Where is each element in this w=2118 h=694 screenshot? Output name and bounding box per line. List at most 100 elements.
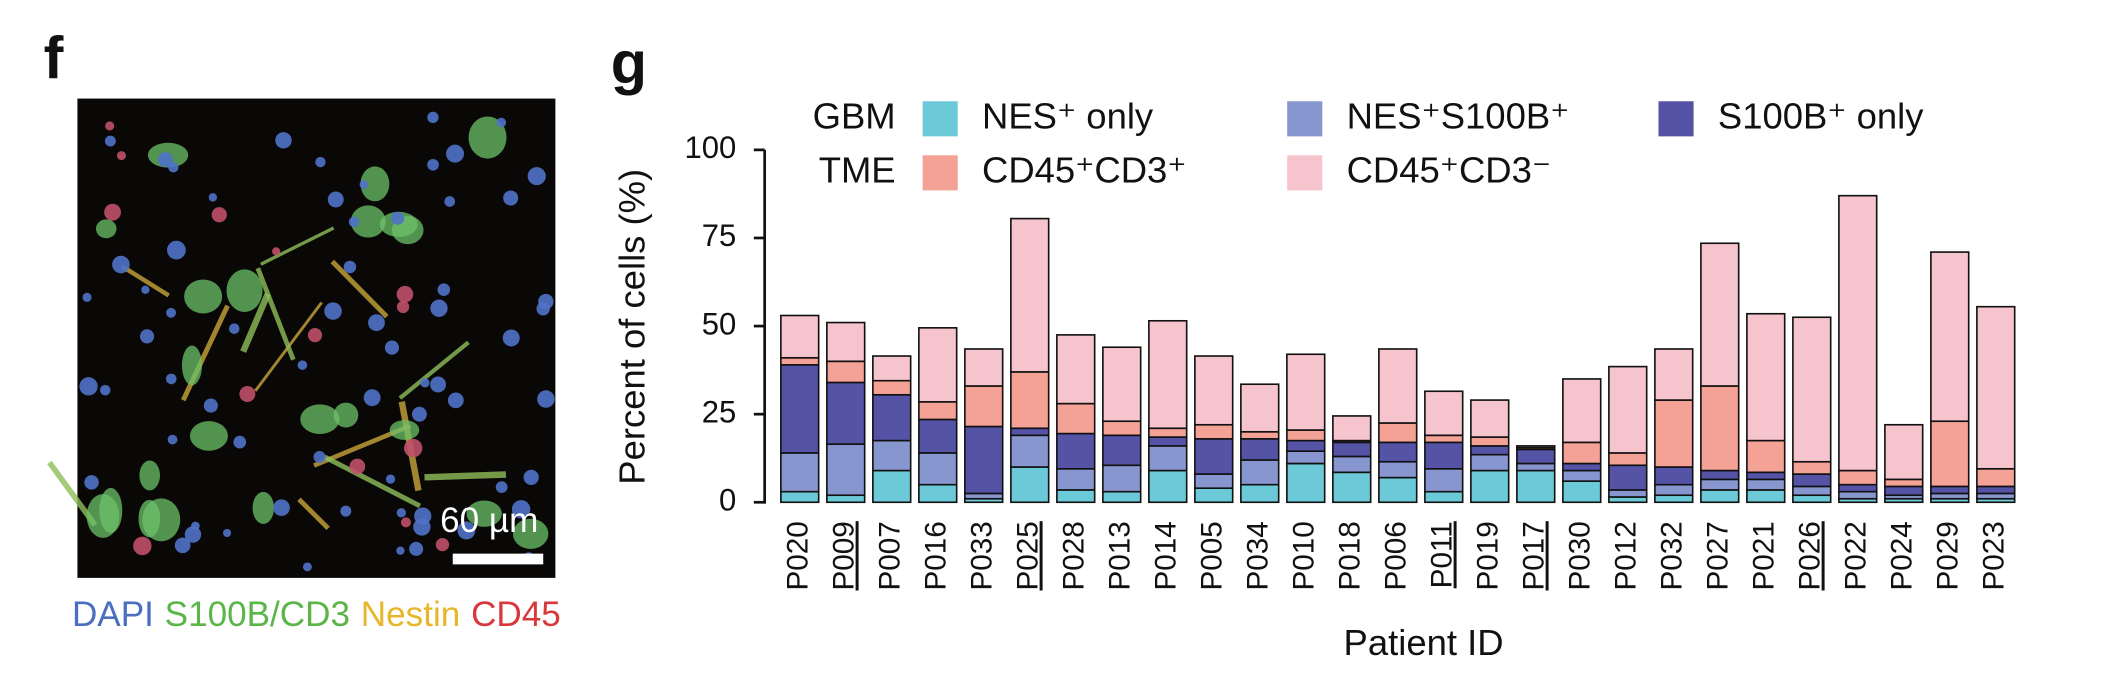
panel-label: g bbox=[611, 29, 647, 96]
legend-label: S100B⁺ only bbox=[1718, 95, 1924, 136]
nucleus bbox=[239, 385, 256, 403]
x-tick-label: P009 bbox=[828, 521, 861, 590]
nucleus bbox=[411, 406, 427, 422]
x-tick-label: P012 bbox=[1610, 521, 1643, 590]
bar-segment bbox=[1378, 476, 1418, 504]
bar-segment bbox=[1102, 490, 1142, 504]
fiber bbox=[240, 292, 271, 353]
cell bbox=[468, 116, 507, 159]
x-tick-label: P029 bbox=[1932, 521, 1965, 590]
x-tick-label: P018 bbox=[1334, 521, 1367, 590]
bar-segment bbox=[872, 379, 912, 396]
bar-segment bbox=[780, 356, 820, 366]
bar-segment bbox=[918, 452, 958, 486]
bar-segment bbox=[1608, 489, 1648, 498]
x-axis-title: Patient ID bbox=[1344, 622, 1504, 663]
nucleus bbox=[174, 537, 191, 554]
bar-segment bbox=[1424, 467, 1464, 493]
bar-segment bbox=[1792, 473, 1832, 488]
cell bbox=[181, 345, 203, 386]
nucleus bbox=[112, 255, 130, 274]
y-tick-label: 100 bbox=[684, 130, 736, 165]
nucleus bbox=[495, 481, 508, 494]
bar-segment bbox=[1930, 251, 1970, 423]
nucleus bbox=[396, 546, 405, 555]
bar-segment bbox=[918, 418, 958, 454]
nucleus bbox=[211, 207, 227, 223]
scale-bar-label: 60 µm bbox=[440, 501, 538, 540]
bar-segment bbox=[1378, 348, 1418, 424]
nucleus bbox=[437, 283, 451, 296]
nucleus bbox=[363, 389, 381, 407]
nucleus bbox=[403, 438, 423, 458]
legend-label: NES⁺S100B⁺ bbox=[1347, 95, 1570, 136]
bar-segment bbox=[1010, 371, 1050, 430]
nucleus bbox=[99, 384, 111, 396]
bar-segment bbox=[1010, 217, 1050, 373]
bar-segment bbox=[872, 469, 912, 504]
nucleus bbox=[496, 117, 507, 128]
fiber bbox=[260, 226, 335, 266]
bar-segment bbox=[1470, 436, 1510, 447]
nucleus bbox=[427, 111, 439, 124]
nucleus bbox=[141, 285, 150, 295]
bar-segment bbox=[1240, 438, 1280, 461]
bar-segment bbox=[1378, 441, 1418, 463]
bar-segment bbox=[1792, 494, 1832, 504]
bar-segment bbox=[1194, 487, 1234, 504]
x-tick-label: P032 bbox=[1656, 521, 1689, 590]
bar-segment bbox=[1194, 423, 1234, 440]
nucleus bbox=[446, 144, 465, 163]
bar-segment bbox=[872, 393, 912, 442]
x-tick-label: P023 bbox=[1978, 521, 2011, 590]
nucleus bbox=[315, 156, 326, 168]
bar-segment bbox=[1148, 445, 1188, 472]
fiber bbox=[120, 264, 170, 298]
nucleus bbox=[104, 135, 116, 147]
bar-segment bbox=[1838, 490, 1878, 500]
nucleus bbox=[273, 499, 290, 517]
bar-segment bbox=[1056, 489, 1096, 504]
bar-segment bbox=[964, 385, 1004, 428]
bar-segment bbox=[1424, 434, 1464, 444]
cell bbox=[138, 499, 161, 538]
nucleus bbox=[167, 240, 186, 260]
nucleus bbox=[228, 323, 240, 334]
nucleus bbox=[79, 377, 98, 396]
nucleus bbox=[349, 458, 366, 475]
bar-segment bbox=[826, 360, 866, 384]
bar-segment bbox=[780, 314, 820, 359]
bar-segment bbox=[1240, 459, 1280, 486]
bar-segment bbox=[918, 327, 958, 403]
nucleus bbox=[184, 526, 202, 543]
x-tick-label: P024 bbox=[1886, 521, 1919, 590]
bar-segment bbox=[918, 401, 958, 421]
bar-segment bbox=[780, 452, 820, 493]
x-tick-label: P022 bbox=[1840, 521, 1873, 590]
bar-segment bbox=[1424, 390, 1464, 437]
bar-segment bbox=[1746, 489, 1786, 504]
x-tick-label: P021 bbox=[1748, 521, 1781, 590]
cell bbox=[466, 500, 502, 527]
bar-segment bbox=[1700, 478, 1740, 491]
caption-word: S100B/CD3 bbox=[165, 595, 350, 634]
nucleus bbox=[527, 167, 546, 186]
nucleus bbox=[435, 537, 450, 552]
x-tick-label: P020 bbox=[782, 521, 815, 590]
micrograph bbox=[47, 98, 556, 578]
nucleus bbox=[396, 300, 410, 314]
x-tick-label: P026 bbox=[1794, 521, 1827, 590]
nucleus bbox=[457, 521, 476, 540]
fiber bbox=[323, 454, 422, 509]
bar-segment bbox=[1792, 460, 1832, 475]
y-tick-label: 25 bbox=[702, 394, 737, 429]
bar-segment bbox=[1056, 402, 1096, 435]
nucleus bbox=[223, 528, 232, 538]
nucleus bbox=[324, 302, 342, 320]
bar-segment bbox=[1194, 355, 1234, 426]
legend-label: NES⁺ only bbox=[982, 95, 1154, 136]
cell bbox=[389, 420, 420, 440]
bar-segment bbox=[1608, 365, 1648, 454]
nucleus bbox=[166, 307, 177, 318]
fiber bbox=[398, 340, 470, 400]
